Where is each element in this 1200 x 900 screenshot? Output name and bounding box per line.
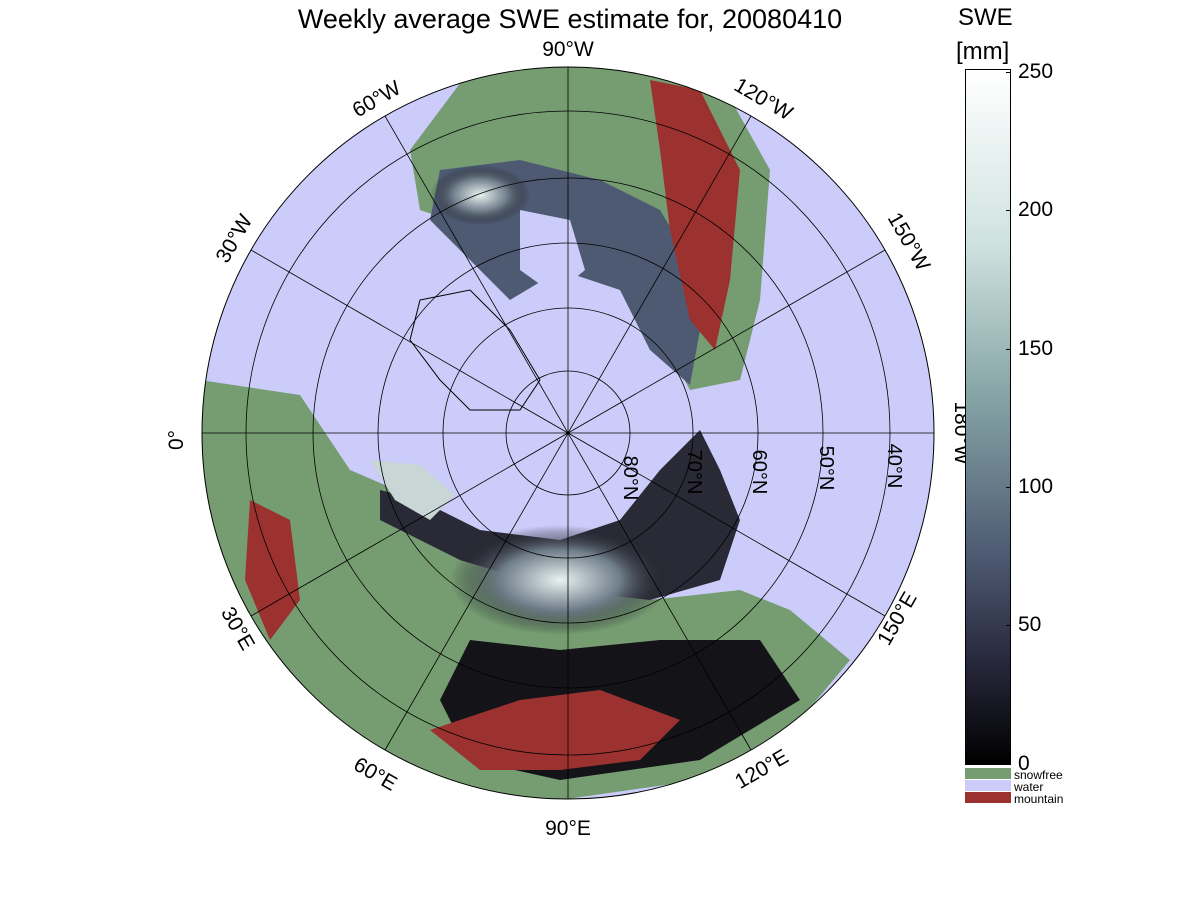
colorbar-tick-label: 100 xyxy=(1018,475,1054,498)
colorbar-tick-label: 0 xyxy=(1018,752,1030,775)
legend-label-mountain: mountain xyxy=(1014,792,1064,806)
colorbar-tick-label: 150 xyxy=(1018,337,1054,360)
graticule xyxy=(201,66,935,800)
lat-label-50: 50°N xyxy=(815,446,837,491)
colorbar-unit-name: SWE xyxy=(958,4,1013,31)
asia-mountains xyxy=(430,690,680,770)
legend-label-water: water xyxy=(1014,780,1044,794)
canada-snow-core xyxy=(430,165,530,225)
lat-label-70: 70°N xyxy=(683,450,705,495)
europe-mountains xyxy=(245,500,300,640)
legend-label-snowfree: snowfree xyxy=(1014,768,1063,782)
lon-label-90w: 90°W xyxy=(542,38,594,61)
colorbar-tickmark xyxy=(1006,210,1011,211)
colorbar-tick-label: 50 xyxy=(1018,613,1042,636)
lat-label-60: 60°N xyxy=(748,450,770,495)
colorbar-tickmark xyxy=(1006,487,1011,488)
meridian-150w-30e xyxy=(250,249,886,617)
lat-label-40: 40°N xyxy=(883,444,905,489)
colorbar-tick-label: 250 xyxy=(1018,60,1054,83)
colorbar-unit: [mm] xyxy=(956,38,1010,65)
lon-label-90e: 90°E xyxy=(545,817,591,840)
colorbar xyxy=(965,69,1011,765)
colorbar-tickmark xyxy=(1006,72,1011,73)
hudson-bay xyxy=(520,210,585,295)
colorbar-tickmark xyxy=(1006,625,1011,626)
legend-swatch-mountain xyxy=(965,792,1011,803)
siberia-snow-core xyxy=(450,525,670,635)
lon-label-0: 0° xyxy=(165,430,188,450)
legend-swatch-snowfree xyxy=(965,768,1011,779)
scandinavia-snow xyxy=(370,460,455,520)
chart-title: Weekly average SWE estimate for, 2008041… xyxy=(297,4,843,34)
lat-label-80: 80°N xyxy=(619,456,641,501)
legend-swatch-water xyxy=(965,780,1011,791)
colorbar-tickmark xyxy=(1006,349,1011,350)
lon-label-60e: 60°E xyxy=(350,753,401,796)
colorbar-tick-label: 200 xyxy=(1018,198,1054,221)
